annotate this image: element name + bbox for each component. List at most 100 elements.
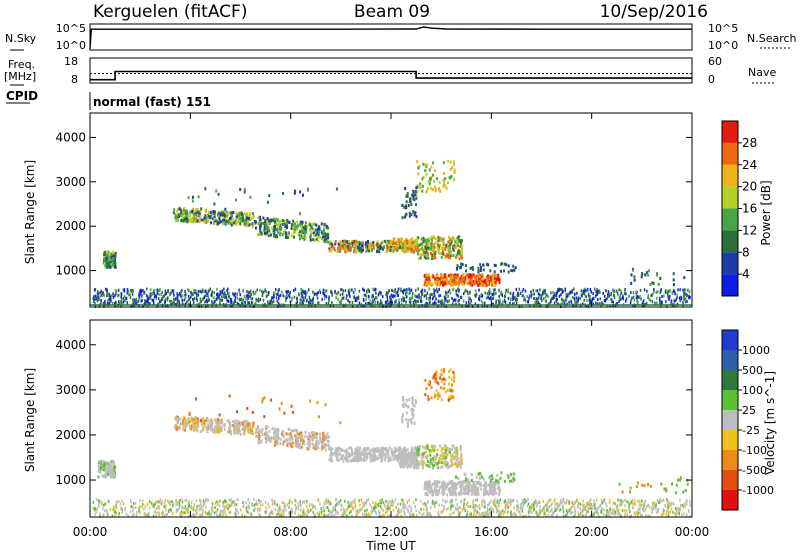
velocity-cell bbox=[651, 508, 654, 512]
power-cell bbox=[264, 289, 266, 293]
power-cell bbox=[607, 295, 609, 299]
power-cell bbox=[271, 218, 274, 222]
power-cell bbox=[339, 293, 342, 297]
power-cell bbox=[475, 274, 478, 278]
velocity-cell bbox=[387, 506, 390, 510]
power-cell bbox=[345, 242, 348, 246]
velocity-cell bbox=[102, 514, 104, 518]
station-title: Kerguelen (fitACF) bbox=[93, 2, 247, 22]
power-cell bbox=[268, 231, 270, 235]
power-cell bbox=[299, 212, 301, 216]
velocity-cell bbox=[494, 501, 496, 505]
power-cell bbox=[571, 289, 574, 293]
power-cell bbox=[99, 291, 101, 295]
power-cell bbox=[459, 249, 462, 253]
power-cell bbox=[360, 248, 363, 252]
power-cell bbox=[467, 275, 470, 279]
power-cell bbox=[123, 295, 126, 299]
power-cell bbox=[259, 215, 261, 219]
velocity-cell bbox=[154, 510, 157, 514]
power-cell bbox=[257, 297, 260, 301]
velocity-cell bbox=[579, 502, 582, 506]
power-cell bbox=[356, 304, 358, 308]
power-cell bbox=[470, 273, 473, 277]
power-cell bbox=[219, 212, 222, 216]
power-cell bbox=[512, 298, 514, 301]
power-cell bbox=[454, 283, 457, 286]
velocity-cell bbox=[463, 498, 466, 502]
velocity-cell bbox=[601, 511, 603, 515]
power-cell bbox=[288, 295, 291, 299]
power-cell bbox=[679, 299, 681, 303]
power-cell bbox=[444, 277, 447, 281]
velocity-cell bbox=[294, 511, 296, 515]
power-cell bbox=[234, 219, 237, 223]
power-cell bbox=[588, 298, 591, 302]
power-cell bbox=[351, 304, 354, 308]
velocity-cell bbox=[302, 508, 305, 512]
velocity-cell bbox=[133, 502, 135, 506]
power-cell bbox=[453, 281, 456, 285]
power-cell bbox=[394, 300, 396, 304]
power-cell bbox=[125, 296, 128, 300]
velocity-cell bbox=[628, 505, 630, 509]
power-cell bbox=[225, 293, 227, 297]
power-cell bbox=[96, 294, 99, 298]
power-cell bbox=[103, 293, 105, 297]
power-cell bbox=[358, 246, 361, 250]
power-cell bbox=[482, 301, 484, 305]
power-cell bbox=[495, 282, 497, 286]
power-cell bbox=[437, 299, 440, 303]
power-cell bbox=[561, 288, 563, 291]
power-cell bbox=[159, 299, 162, 303]
power-cell bbox=[434, 185, 436, 189]
velocity-cell bbox=[660, 512, 663, 516]
power-cell bbox=[129, 293, 131, 297]
velocity-cell bbox=[395, 514, 398, 518]
velocity-cell bbox=[590, 502, 592, 506]
velocity-cell bbox=[297, 505, 300, 509]
power-cell bbox=[403, 245, 406, 248]
power-cell bbox=[491, 273, 494, 277]
power-cell bbox=[446, 278, 449, 282]
power-cell bbox=[587, 289, 589, 293]
power-cell bbox=[455, 255, 457, 259]
power-cell bbox=[400, 246, 403, 250]
power-cell bbox=[595, 301, 597, 305]
power-cell bbox=[548, 302, 550, 306]
power-cell bbox=[518, 304, 521, 308]
power-cell bbox=[553, 296, 556, 299]
power-cell bbox=[292, 235, 295, 239]
velocity-cell bbox=[507, 510, 510, 514]
power-cell bbox=[393, 290, 395, 293]
power-cell bbox=[333, 246, 336, 250]
power-cell bbox=[432, 274, 435, 277]
power-cell bbox=[403, 250, 405, 254]
velocity-cell bbox=[256, 502, 259, 506]
power-cell bbox=[449, 256, 452, 260]
power-cell bbox=[334, 290, 336, 293]
power-cell bbox=[543, 289, 545, 293]
power-cell bbox=[448, 256, 451, 260]
power-cell bbox=[590, 290, 592, 294]
velocity-cell bbox=[590, 507, 592, 511]
velocity-cell bbox=[385, 507, 387, 511]
power-cell bbox=[342, 243, 345, 246]
power-cell bbox=[109, 298, 111, 302]
velocity-cell bbox=[519, 505, 522, 509]
velocity-cell bbox=[327, 499, 330, 503]
velocity-cell bbox=[473, 508, 475, 512]
velocity-cell bbox=[397, 509, 399, 513]
power-cell bbox=[316, 296, 319, 300]
velocity-cell bbox=[185, 506, 187, 510]
velocity-cell bbox=[112, 508, 114, 512]
velocity-cell bbox=[308, 510, 310, 514]
power-cell bbox=[397, 294, 399, 297]
power-cell bbox=[145, 302, 148, 306]
velocity-cell bbox=[451, 500, 453, 504]
velocity-cell bbox=[637, 507, 640, 511]
power-cell bbox=[348, 240, 350, 243]
power-cell bbox=[564, 287, 567, 291]
power-cell bbox=[605, 289, 607, 293]
power-cell bbox=[235, 222, 238, 226]
